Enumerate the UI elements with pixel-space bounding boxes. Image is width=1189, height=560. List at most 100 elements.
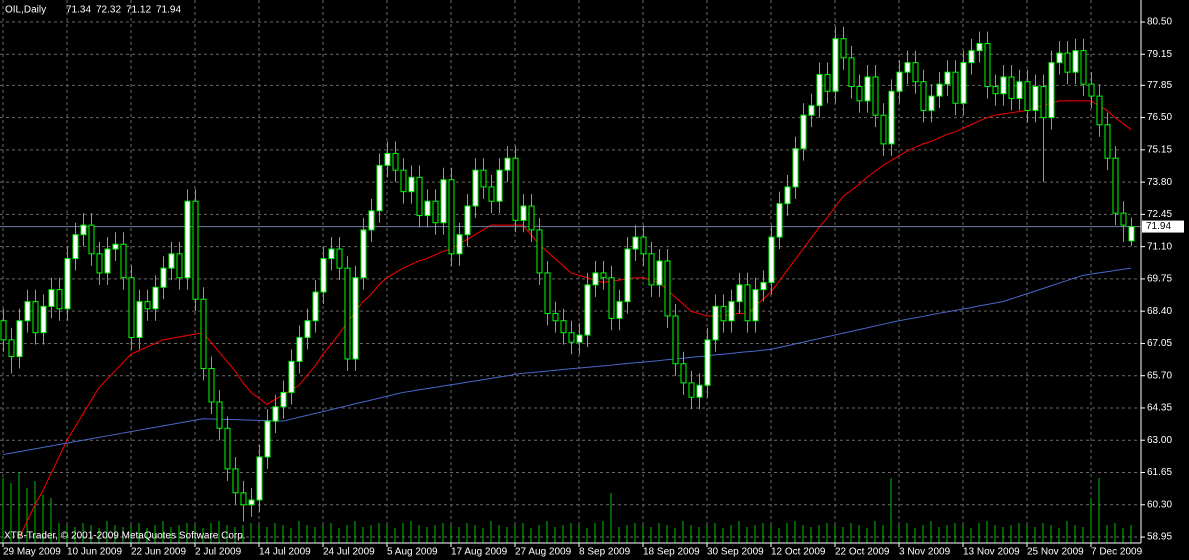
candle-body bbox=[984, 42, 991, 88]
y-tick-label: 71.10 bbox=[1147, 241, 1172, 252]
candle-body bbox=[680, 363, 687, 384]
candle-body bbox=[144, 301, 151, 310]
candle-body bbox=[656, 260, 663, 286]
y-tick-label: 72.45 bbox=[1147, 209, 1172, 220]
candle-body bbox=[792, 148, 799, 188]
x-tick-label: 13 Nov 2009 bbox=[963, 547, 1020, 558]
candle-body bbox=[232, 468, 239, 494]
candle-body bbox=[592, 272, 599, 286]
x-tick-label: 12 Oct 2009 bbox=[771, 547, 826, 558]
candle-body bbox=[240, 492, 247, 506]
header-high: 72.32 bbox=[96, 5, 121, 16]
candle-body bbox=[1024, 81, 1031, 111]
candle-body bbox=[0, 320, 7, 341]
candle-body bbox=[224, 427, 231, 470]
candle-body bbox=[160, 267, 167, 288]
x-tick-label: 2 Jul 2009 bbox=[195, 547, 242, 558]
x-tick-label: 3 Nov 2009 bbox=[899, 547, 951, 558]
price-box-label: 71.94 bbox=[1146, 221, 1171, 232]
candle-body bbox=[304, 320, 311, 338]
candle-body bbox=[336, 248, 343, 269]
candle-body bbox=[560, 320, 567, 334]
candle-body bbox=[584, 284, 591, 336]
price-box bbox=[1142, 220, 1184, 233]
candle-body bbox=[576, 334, 583, 343]
candle-body bbox=[704, 339, 711, 386]
candle-body bbox=[712, 305, 719, 341]
candle-body bbox=[672, 315, 679, 365]
candle-body bbox=[312, 291, 319, 322]
candle-body bbox=[400, 169, 407, 193]
candle-body bbox=[696, 384, 703, 398]
candle-body bbox=[928, 95, 935, 111]
candle-body bbox=[264, 420, 271, 458]
candle-body bbox=[1096, 95, 1103, 126]
chart-title: OIL,Daily bbox=[5, 5, 46, 16]
candle-body bbox=[800, 114, 807, 150]
y-tick-label: 73.80 bbox=[1147, 177, 1172, 188]
x-tick-label: 8 Sep 2009 bbox=[579, 547, 631, 558]
candle-body bbox=[760, 281, 767, 291]
candle-body bbox=[720, 305, 727, 322]
y-tick-label: 75.15 bbox=[1147, 144, 1172, 155]
candle-body bbox=[960, 62, 967, 104]
candle-body bbox=[376, 164, 383, 212]
candle-body bbox=[520, 205, 527, 221]
candle-body bbox=[424, 200, 431, 217]
candle-body bbox=[624, 248, 631, 303]
candle-body bbox=[896, 71, 903, 92]
watermark: XTB-Trader, © 2001-2009 MetaQuotes Softw… bbox=[4, 531, 246, 542]
candle-body bbox=[536, 229, 543, 274]
candle-body bbox=[992, 86, 999, 95]
candle-body bbox=[496, 169, 503, 202]
y-tick-label: 60.30 bbox=[1147, 499, 1172, 510]
candle-body bbox=[632, 236, 639, 250]
candle-body bbox=[1072, 50, 1079, 73]
candle-body bbox=[616, 301, 623, 319]
candle-body bbox=[944, 71, 951, 85]
candle-body bbox=[600, 272, 607, 279]
candle-body bbox=[72, 234, 79, 260]
x-tick-label: 24 Jul 2009 bbox=[323, 547, 375, 558]
candle-body bbox=[328, 248, 335, 260]
candle-body bbox=[608, 277, 615, 319]
candle-body bbox=[840, 38, 847, 59]
candle-body bbox=[96, 253, 103, 274]
candle-body bbox=[728, 301, 735, 322]
candle-body bbox=[1040, 86, 1047, 119]
candle-body bbox=[504, 157, 511, 171]
y-tick-label: 76.50 bbox=[1147, 112, 1172, 123]
candle-body bbox=[640, 236, 647, 255]
candle-body bbox=[256, 456, 263, 501]
candle-body bbox=[552, 313, 559, 322]
y-tick-label: 80.50 bbox=[1147, 17, 1172, 28]
candle-body bbox=[200, 298, 207, 370]
x-tick-label: 7 Dec 2009 bbox=[1091, 547, 1143, 558]
candle-body bbox=[32, 301, 39, 334]
candle-body bbox=[1000, 76, 1007, 95]
candle-body bbox=[544, 272, 551, 315]
candle-body bbox=[416, 176, 423, 217]
y-tick-label: 79.15 bbox=[1147, 49, 1172, 60]
moving-average bbox=[2, 267, 1132, 456]
candle-body bbox=[856, 86, 863, 102]
x-tick-label: 22 Jun 2009 bbox=[131, 547, 186, 558]
header-close: 71.94 bbox=[156, 5, 181, 16]
candle-body bbox=[568, 332, 575, 343]
y-tick-label: 69.75 bbox=[1147, 274, 1172, 285]
candle-body bbox=[816, 74, 823, 107]
x-tick-label: 30 Sep 2009 bbox=[707, 547, 764, 558]
x-tick-label: 17 Aug 2009 bbox=[451, 547, 508, 558]
candle-body bbox=[288, 360, 295, 393]
y-tick-label: 67.05 bbox=[1147, 338, 1172, 349]
candle-body bbox=[192, 200, 199, 300]
candle-body bbox=[1008, 76, 1015, 99]
candle-body bbox=[24, 301, 31, 322]
candle-body bbox=[272, 406, 279, 422]
candle-body bbox=[392, 152, 399, 171]
candle-body bbox=[872, 76, 879, 116]
candle-body bbox=[296, 336, 303, 362]
candle-body bbox=[88, 224, 95, 255]
y-tick-label: 68.40 bbox=[1147, 306, 1172, 317]
candle-body bbox=[408, 176, 415, 193]
